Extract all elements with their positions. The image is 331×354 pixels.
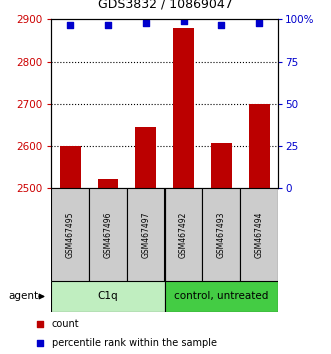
Text: GSM467495: GSM467495	[66, 211, 75, 258]
Text: percentile rank within the sample: percentile rank within the sample	[52, 338, 217, 348]
Bar	[173, 28, 194, 188]
Point	[219, 22, 224, 27]
Bar	[203, 188, 240, 281]
Bar	[51, 188, 89, 281]
Text: C1q: C1q	[98, 291, 118, 302]
Bar	[165, 281, 278, 312]
Point	[37, 341, 42, 346]
Text: control, untreated: control, untreated	[174, 291, 268, 302]
Bar	[240, 188, 278, 281]
Bar	[135, 127, 156, 188]
Point	[37, 321, 42, 327]
Point	[68, 22, 73, 27]
Bar	[249, 104, 269, 188]
Text: GDS3832 / 10869047: GDS3832 / 10869047	[98, 0, 233, 10]
Text: GSM467493: GSM467493	[217, 211, 226, 258]
Bar	[51, 281, 165, 312]
Text: count: count	[52, 319, 79, 329]
Point	[181, 18, 186, 24]
Bar	[127, 188, 165, 281]
Bar	[60, 145, 80, 188]
Text: GSM467494: GSM467494	[255, 211, 264, 258]
Text: GSM467497: GSM467497	[141, 211, 150, 258]
Point	[105, 22, 111, 27]
Bar	[211, 143, 232, 188]
Point	[257, 20, 262, 25]
Bar	[165, 188, 203, 281]
Bar	[89, 188, 127, 281]
Text: GSM467492: GSM467492	[179, 211, 188, 258]
Bar	[98, 179, 118, 188]
Text: agent: agent	[8, 291, 38, 302]
Text: GSM467496: GSM467496	[104, 211, 113, 258]
Point	[143, 20, 148, 25]
